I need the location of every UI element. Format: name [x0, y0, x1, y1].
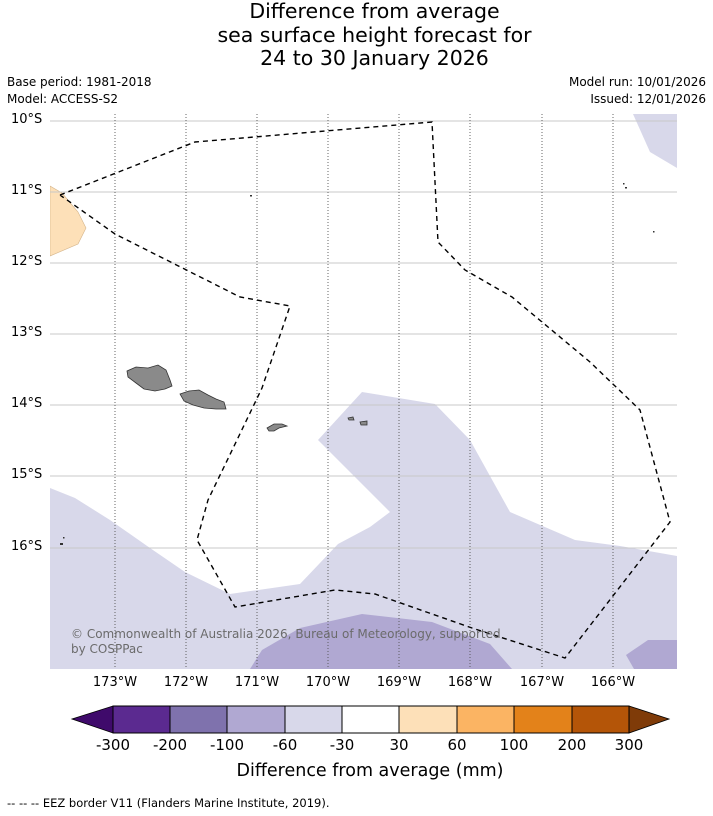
colorbar-seg-6 — [399, 706, 457, 733]
lon-gridlines — [114, 114, 614, 669]
eez-borders — [59, 121, 671, 659]
tau-island — [359, 420, 368, 426]
colorbar-arrow-high — [628, 705, 671, 734]
lon-label-0: 173°W — [92, 675, 138, 690]
colorbar-dividers — [169, 706, 573, 733]
lon-label-2: 171°W — [234, 675, 280, 690]
lon-label-4: 169°W — [376, 675, 422, 690]
colorbar-frame — [112, 705, 630, 734]
copyright-notice: © Commonwealth of Australia 2026, Bureau… — [71, 627, 501, 657]
lat-label-0: 10°S — [11, 112, 43, 127]
colorbar-arrow-low — [70, 705, 114, 734]
lat-label-6: 16°S — [11, 539, 43, 554]
lon-label-7: 166°W — [590, 675, 636, 690]
anomaly-region-strong-south — [250, 614, 512, 669]
colorbar-tick-1: -200 — [152, 736, 188, 754]
title-line-1: Difference from average — [249, 0, 500, 23]
map-panel — [50, 114, 677, 669]
colorbar-tick-2: -100 — [209, 736, 245, 754]
colorbar-seg-4 — [285, 706, 342, 733]
copyright-line-2: by COSPPac — [71, 642, 143, 656]
colorbar-seg-5 — [342, 706, 399, 733]
anomaly-region-strong-southeast — [626, 640, 677, 669]
samoa-islands — [126, 364, 368, 432]
lon-label-5: 168°W — [447, 675, 493, 690]
base-period: Base period: 1981-2018 — [7, 75, 152, 89]
anomaly-region-northeast — [633, 114, 677, 168]
lon-label-3: 170°W — [305, 675, 351, 690]
colorbar-tick-6: 60 — [447, 736, 467, 754]
copyright-line-1: © Commonwealth of Australia 2026, Bureau… — [71, 627, 501, 641]
ofu-island — [347, 416, 355, 421]
colorbar-seg-7 — [457, 706, 514, 733]
lat-gridlines — [50, 120, 677, 549]
colorbar-seg-3 — [227, 706, 285, 733]
eez-footnote: -- -- -- EEZ border V11 (Flanders Marine… — [7, 796, 330, 810]
lon-label-1: 172°W — [163, 675, 209, 690]
lat-label-1: 11°S — [11, 183, 43, 198]
colorbar — [70, 705, 671, 734]
anomaly-region-south — [50, 392, 677, 669]
savaii-island — [126, 364, 173, 392]
anomaly-region-positive — [50, 185, 87, 257]
tutuila-island — [266, 423, 289, 432]
colorbar-seg-2 — [170, 706, 227, 733]
colorbar-tick-5: 30 — [389, 736, 409, 754]
model-run: Model run: 10/01/2026 — [568, 75, 706, 89]
colorbar-tick-9: 300 — [614, 736, 644, 754]
colorbar-seg-8 — [514, 706, 572, 733]
title-line-2: sea surface height forecast for — [217, 22, 532, 47]
lat-label-5: 15°S — [11, 467, 43, 482]
upolu-island — [179, 389, 227, 410]
eez-samoa — [59, 121, 671, 659]
colorbar-tick-3: -60 — [272, 736, 298, 754]
lon-label-6: 167°W — [519, 675, 565, 690]
issued-date: Issued: 12/01/2026 — [590, 92, 706, 106]
lat-label-3: 13°S — [11, 325, 43, 340]
colorbar-tick-7: 100 — [499, 736, 529, 754]
title-line-3: 24 to 30 January 2026 — [260, 46, 489, 70]
colorbar-label: Difference from average (mm) — [236, 761, 504, 781]
lat-label-4: 14°S — [11, 396, 43, 411]
lat-label-2: 12°S — [11, 254, 43, 269]
meta-right: Model run: 10/01/2026 Issued: 12/01/2026 — [569, 74, 706, 108]
colorbar-tick-0: -300 — [95, 736, 131, 754]
model-name: Model: ACCESS-S2 — [7, 92, 119, 106]
colorbar-seg-1 — [113, 706, 170, 733]
colorbar-tick-4: -30 — [329, 736, 355, 754]
chart-title: Difference from average sea surface heig… — [0, 0, 713, 71]
colorbar-tick-8: 200 — [557, 736, 587, 754]
meta-left: Base period: 1981-2018 Model: ACCESS-S2 — [7, 74, 152, 108]
colorbar-seg-9 — [572, 706, 629, 733]
small-islets — [60, 183, 655, 545]
